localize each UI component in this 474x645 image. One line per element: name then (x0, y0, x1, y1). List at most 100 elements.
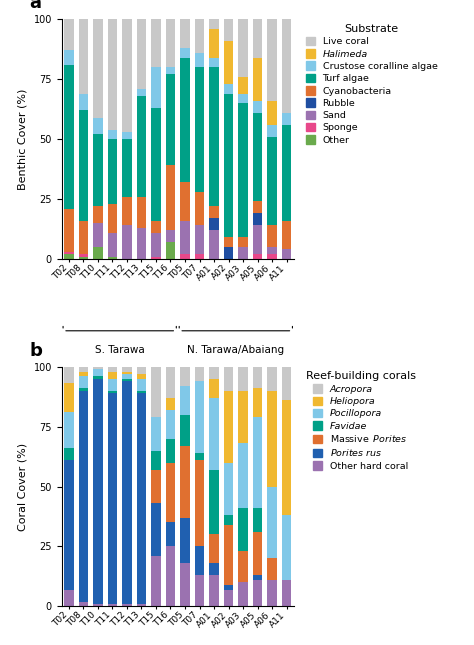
Bar (267, 19, 277, 101)
Bar (108, 367, 117, 372)
Bar (122, 225, 132, 259)
Bar (64, 367, 73, 384)
Bar (166, 74, 175, 166)
Bar (64, 254, 73, 259)
Bar (253, 575, 262, 580)
Bar (122, 139, 132, 197)
Bar (253, 57, 262, 101)
Bar (122, 19, 132, 132)
Bar (224, 515, 233, 525)
Bar (108, 139, 117, 204)
Bar (151, 417, 161, 451)
Bar (166, 398, 175, 410)
Bar (166, 462, 175, 522)
Bar (64, 65, 73, 208)
Bar (210, 575, 219, 606)
Bar (93, 117, 103, 134)
Bar (137, 391, 146, 393)
Bar (151, 470, 161, 503)
Bar (180, 367, 190, 386)
Bar (267, 101, 277, 124)
Bar (122, 372, 132, 374)
Bar (79, 94, 88, 110)
Bar (224, 391, 233, 462)
Bar (180, 415, 190, 446)
Text: N. Tarawa/Abaiang: N. Tarawa/Abaiang (187, 345, 284, 355)
Bar (210, 230, 219, 259)
Bar (282, 580, 292, 606)
Bar (108, 130, 117, 139)
Bar (224, 19, 233, 41)
Bar (267, 137, 277, 225)
Bar (79, 110, 88, 221)
Bar (224, 41, 233, 84)
Bar (151, 257, 161, 259)
Bar (108, 391, 117, 393)
Bar (79, 388, 88, 391)
Bar (137, 96, 146, 197)
Bar (195, 254, 204, 259)
Bar (195, 225, 204, 254)
Bar (93, 369, 103, 376)
Bar (93, 223, 103, 247)
Y-axis label: Benthic Cover (%): Benthic Cover (%) (18, 88, 28, 190)
Bar (210, 367, 219, 379)
Bar (253, 19, 262, 57)
Bar (79, 376, 88, 388)
Bar (122, 381, 132, 604)
Bar (137, 604, 146, 606)
Bar (180, 446, 190, 518)
Bar (122, 197, 132, 225)
Bar (195, 575, 204, 606)
Bar (238, 237, 248, 247)
Bar (195, 192, 204, 225)
Bar (93, 19, 103, 117)
Bar (195, 67, 204, 192)
Bar (93, 604, 103, 606)
Bar (210, 398, 219, 470)
Bar (238, 103, 248, 237)
Bar (151, 233, 161, 257)
Bar (253, 580, 262, 606)
Bar (151, 67, 161, 108)
Bar (122, 379, 132, 381)
Bar (79, 19, 88, 94)
Legend: Acropora, Heliopora, Pocillopora, Favidae, Massive  $\it{Porites}$, $\it{Porites: Acropora, Heliopora, Pocillopora, Favida… (306, 372, 416, 471)
Bar (267, 124, 277, 137)
Bar (180, 57, 190, 183)
Bar (64, 448, 73, 460)
Bar (151, 503, 161, 556)
Bar (210, 29, 219, 57)
Bar (166, 166, 175, 230)
Bar (282, 113, 292, 124)
Bar (253, 388, 262, 417)
Bar (64, 590, 73, 606)
Bar (267, 486, 277, 559)
Bar (180, 19, 190, 48)
Text: b: b (29, 342, 42, 359)
Bar (180, 221, 190, 254)
Bar (195, 460, 204, 546)
Bar (93, 134, 103, 206)
Bar (166, 67, 175, 74)
Bar (79, 367, 88, 372)
Bar (224, 585, 233, 590)
Bar (64, 19, 73, 50)
Bar (137, 19, 146, 89)
Bar (166, 242, 175, 259)
Bar (267, 225, 277, 247)
Text: a: a (29, 0, 41, 12)
Bar (210, 218, 219, 230)
Bar (108, 604, 117, 606)
Bar (267, 559, 277, 580)
Bar (93, 376, 103, 379)
Bar (195, 453, 204, 460)
Bar (137, 367, 146, 374)
Bar (151, 221, 161, 233)
Bar (93, 247, 103, 259)
Bar (93, 379, 103, 604)
Bar (210, 563, 219, 575)
Bar (122, 132, 132, 139)
Bar (210, 206, 219, 218)
Bar (108, 233, 117, 257)
